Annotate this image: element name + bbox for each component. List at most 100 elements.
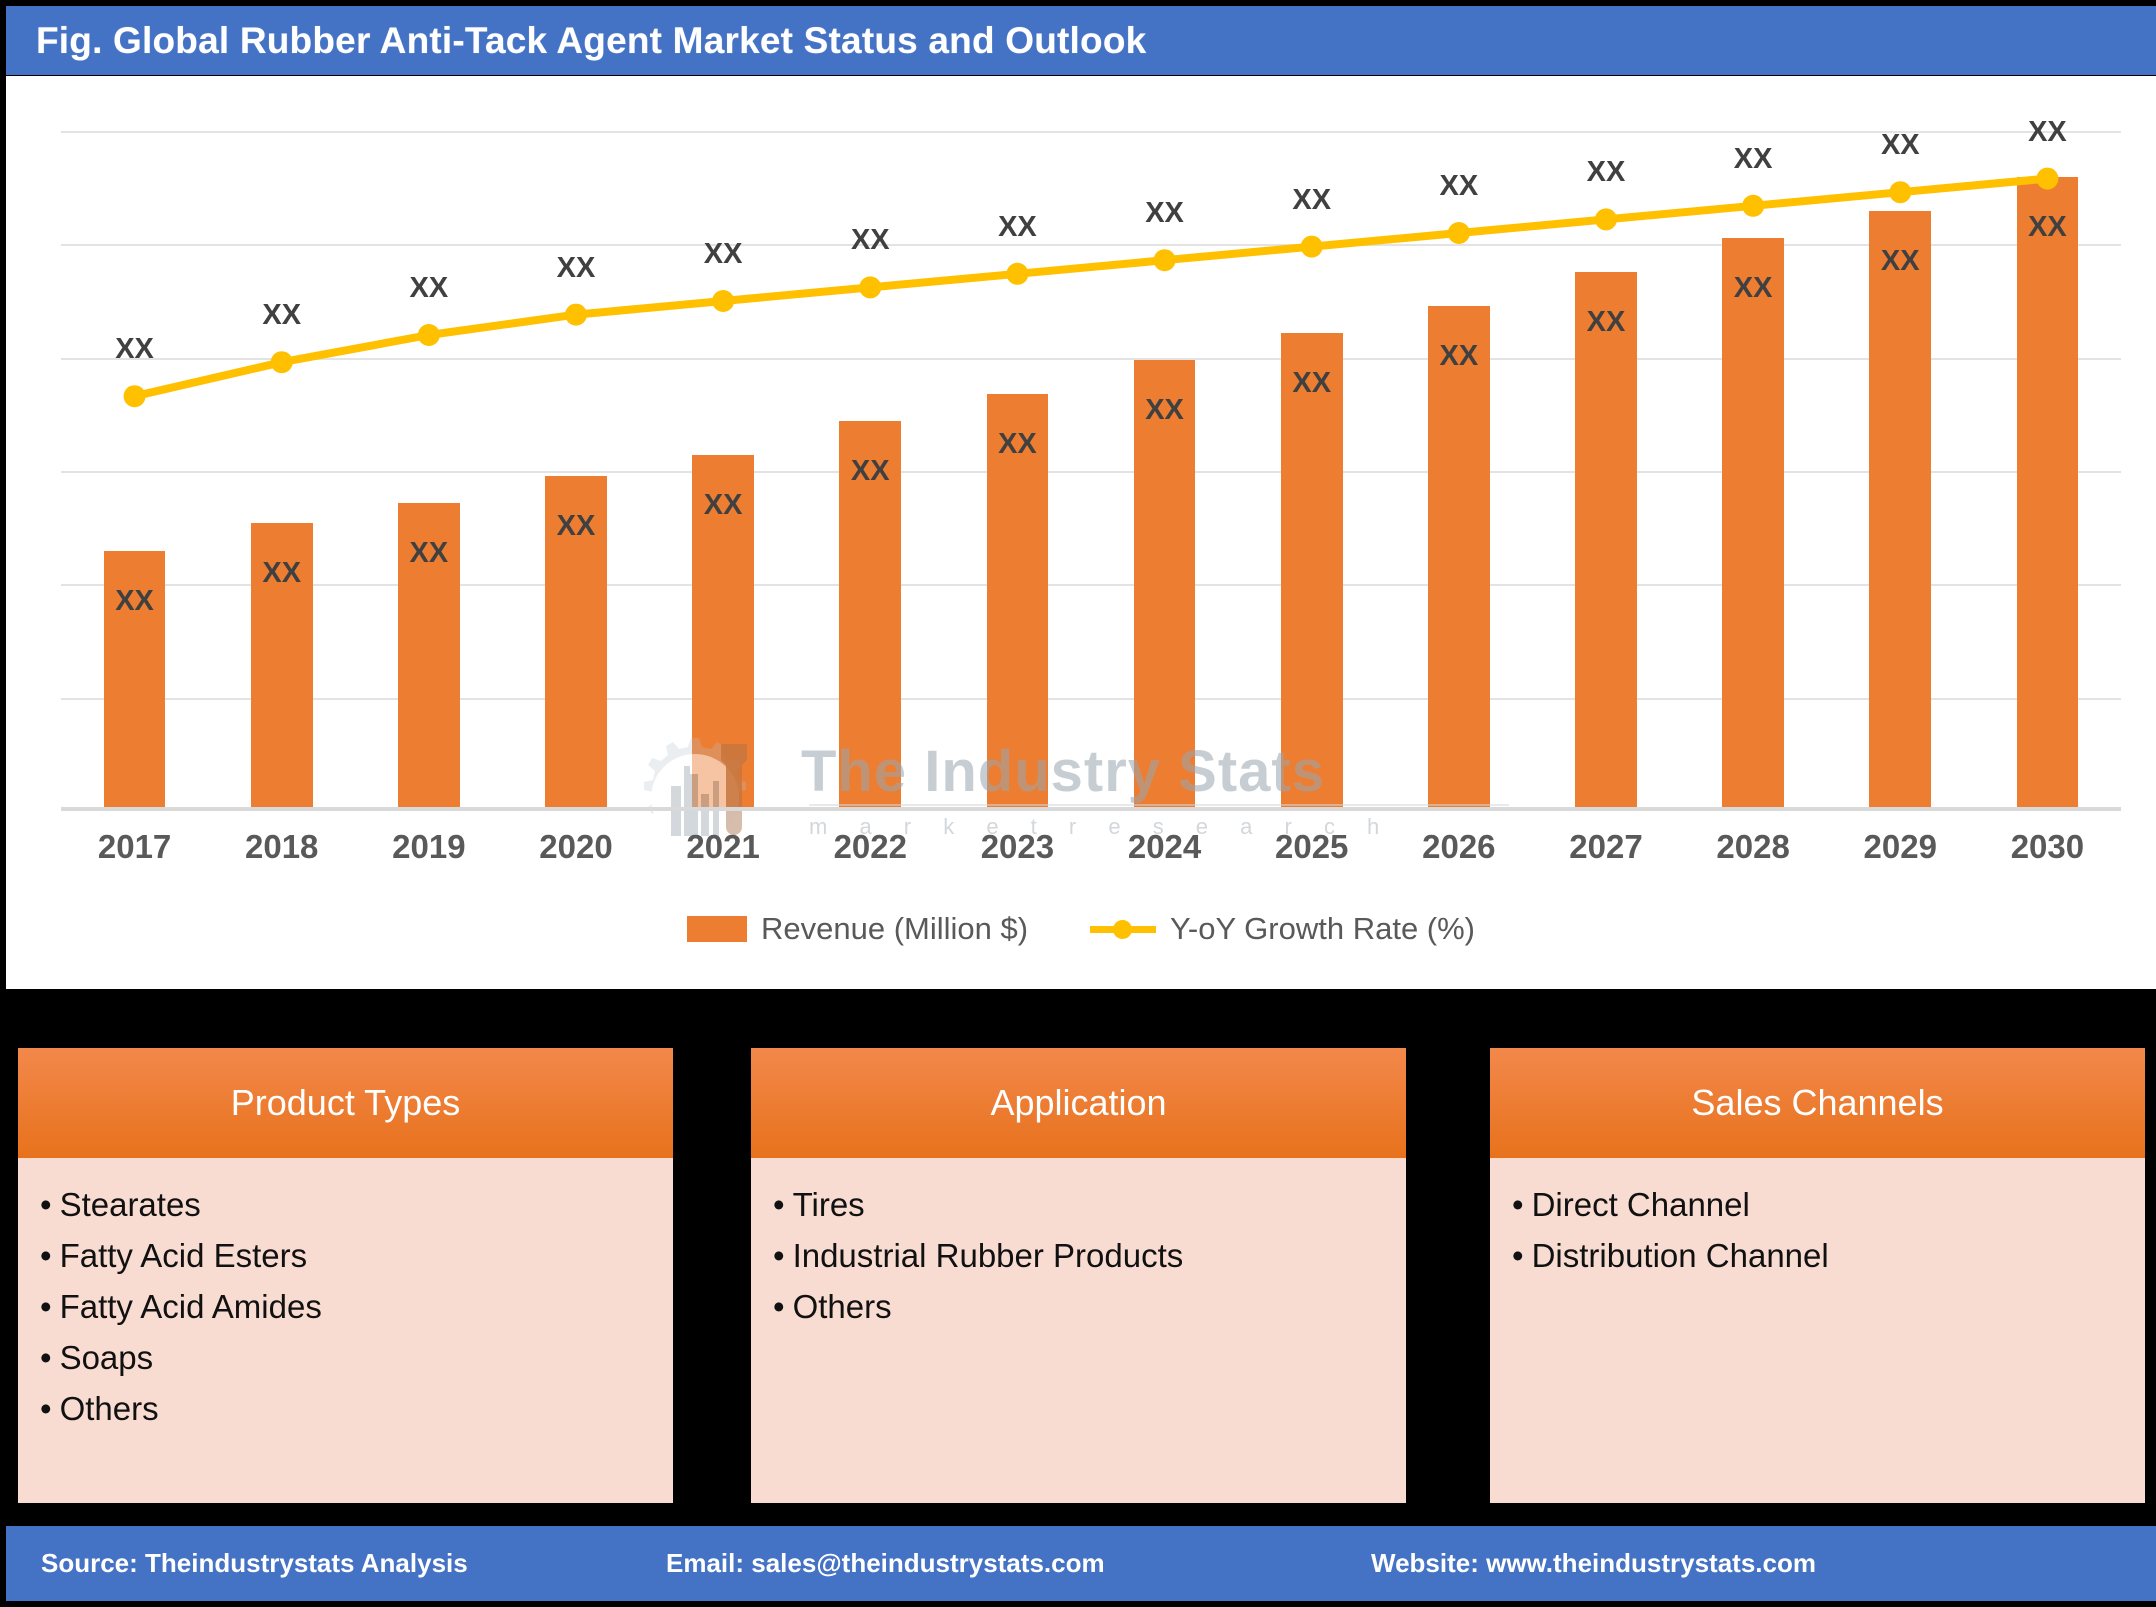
line-data-label: XX <box>1586 156 1626 189</box>
line-marker <box>1595 208 1617 231</box>
bar: XX <box>103 550 166 809</box>
legend-item-growth-rate[interactable]: Y-oY Growth Rate (%) <box>1090 911 1475 947</box>
segment-list: TiresIndustrial Rubber ProductsOthers <box>773 1180 1406 1333</box>
segment-box-header: Application <box>751 1048 1406 1158</box>
segment-box-title: Application <box>990 1082 1167 1123</box>
line-data-label: XX <box>262 299 302 332</box>
line-data-label: XX <box>556 251 596 284</box>
x-axis-tick: 2019 <box>392 828 466 865</box>
legend-item-revenue[interactable]: Revenue (Million $) <box>686 911 1029 947</box>
x-axis-tick: 2025 <box>1274 828 1349 865</box>
line-marker <box>1447 222 1470 244</box>
growth-rate-line <box>130 174 2052 401</box>
bar-data-label: XX <box>556 509 596 542</box>
line-data-label: XX <box>115 333 154 366</box>
legend-label-revenue: Revenue (Million $) <box>760 911 1029 946</box>
line-marker <box>1742 194 1765 217</box>
bar: XX <box>692 455 755 809</box>
line-data-label: XX <box>1733 142 1773 175</box>
chart-panel: XX XX XX XX XX XX XX XX XX XX XX XX XX XX <box>6 76 2156 989</box>
segment-box-title: Sales Channels <box>1691 1082 1944 1123</box>
segment-box-header: Product Types <box>18 1048 673 1158</box>
x-axis-tick-labels: 2017 2018 2019 2020 2021 2022 2023 2024 2025 2026… <box>61 828 2121 883</box>
figure-header-bar: Fig. Global Rubber Anti-Tack Agent Marke… <box>6 6 2156 75</box>
x-axis-tick: 2020 <box>539 828 613 865</box>
plot-area: XX XX XX XX XX XX XX XX XX XX XX XX XX XX <box>61 116 2121 842</box>
line-data-label: XX <box>1880 129 1920 162</box>
line-data-label: XX <box>409 272 449 304</box>
line-marker <box>565 303 587 326</box>
bar-data-label: XX <box>1880 244 1920 277</box>
list-item: Tires <box>773 1180 1406 1231</box>
list-item: Distribution Channel <box>1512 1231 2145 1282</box>
bar: XX <box>1427 305 1490 809</box>
x-axis-tick: 2024 <box>1127 828 1202 865</box>
segment-box-body: StearatesFatty Acid EstersFatty Acid Ami… <box>18 1158 673 1503</box>
chart-legend: Revenue (Million $) Y-oY Growth Rate (%) <box>6 911 2156 947</box>
bar: XX <box>397 503 460 809</box>
line-marker <box>1153 249 1176 272</box>
bar-data-label: XX <box>1292 367 1332 399</box>
legend-label-growth-rate: Y-oY Growth Rate (%) <box>1170 911 1476 946</box>
gridline <box>61 584 2121 587</box>
page-title: Fig. Global Rubber Anti-Tack Agent Marke… <box>36 19 1147 61</box>
list-item: Soaps <box>40 1333 673 1384</box>
list-item: Direct Channel <box>1512 1180 2145 1231</box>
bar: XX <box>986 394 1049 809</box>
line-data-label: XX <box>1145 197 1184 230</box>
line-marker <box>712 290 735 312</box>
bar-data-label: XX <box>998 428 1037 461</box>
x-axis-tick: 2026 <box>1422 828 1496 865</box>
line-data-label: XX <box>1292 183 1332 216</box>
footer-website[interactable]: Website: www.theindustrystats.com <box>1371 1548 1816 1578</box>
segment-box-application: Application TiresIndustrial Rubber Produ… <box>751 1048 1406 1503</box>
bar-data-label: XX <box>1439 339 1479 372</box>
line-marker <box>1889 181 1912 204</box>
line-data-label: XX <box>850 224 890 257</box>
bar: XX <box>1722 237 1785 809</box>
list-item: Fatty Acid Amides <box>40 1282 673 1333</box>
gridline <box>61 697 2121 700</box>
bar-data-label: XX <box>850 455 890 488</box>
list-item: Industrial Rubber Products <box>773 1231 1406 1282</box>
category-axis-line <box>61 807 2121 811</box>
line-marker <box>417 324 440 346</box>
segment-box-header: Sales Channels <box>1490 1048 2145 1158</box>
x-axis-tick: 2028 <box>1716 828 1790 865</box>
segment-box-body: TiresIndustrial Rubber ProductsOthers <box>751 1158 1406 1503</box>
segment-box-product-types: Product Types StearatesFatty Acid Esters… <box>18 1048 673 1503</box>
bar: XX <box>1280 333 1343 809</box>
line-marker <box>123 385 146 408</box>
x-axis-tick: 2022 <box>833 828 907 865</box>
growth-rate-line-series <box>123 167 2059 408</box>
bar-data-label: XX <box>1145 394 1184 427</box>
bar-data-label: XX <box>1586 305 1626 338</box>
x-axis-tick: 2018 <box>245 828 319 865</box>
x-axis-tick: 2021 <box>686 828 760 865</box>
segment-list: StearatesFatty Acid EstersFatty Acid Ami… <box>40 1180 673 1435</box>
growth-line-marker-icon <box>1090 916 1157 942</box>
bar-data-label: XX <box>2028 210 2067 243</box>
line-data-label: XX <box>703 238 743 270</box>
bar-data-label: XX <box>262 557 302 590</box>
x-axis-tick: 2029 <box>1863 828 1937 865</box>
segment-box-title: Product Types <box>230 1082 461 1123</box>
segment-box-sales-channels: Sales Channels Direct ChannelDistributio… <box>1490 1048 2145 1503</box>
footer-email[interactable]: Email: sales@theindustrystats.com <box>666 1548 1105 1578</box>
list-item: Stearates <box>40 1180 673 1231</box>
gridline <box>61 471 2121 473</box>
gridline <box>61 244 2121 247</box>
x-axis-tick: 2017 <box>97 828 172 865</box>
list-item: Others <box>773 1282 1406 1333</box>
line-data-label: XX <box>2028 115 2067 148</box>
segment-list: Direct ChannelDistribution Channel <box>1512 1180 2145 1282</box>
x-axis-tick: 2023 <box>980 828 1055 865</box>
bar: XX <box>1133 360 1196 809</box>
bar-data-label: XX <box>115 584 154 617</box>
line-marker <box>859 276 882 299</box>
line-data-label: XX <box>998 210 1037 243</box>
bar: XX <box>545 475 607 809</box>
line-marker <box>270 351 293 374</box>
line-marker <box>2036 167 2059 190</box>
